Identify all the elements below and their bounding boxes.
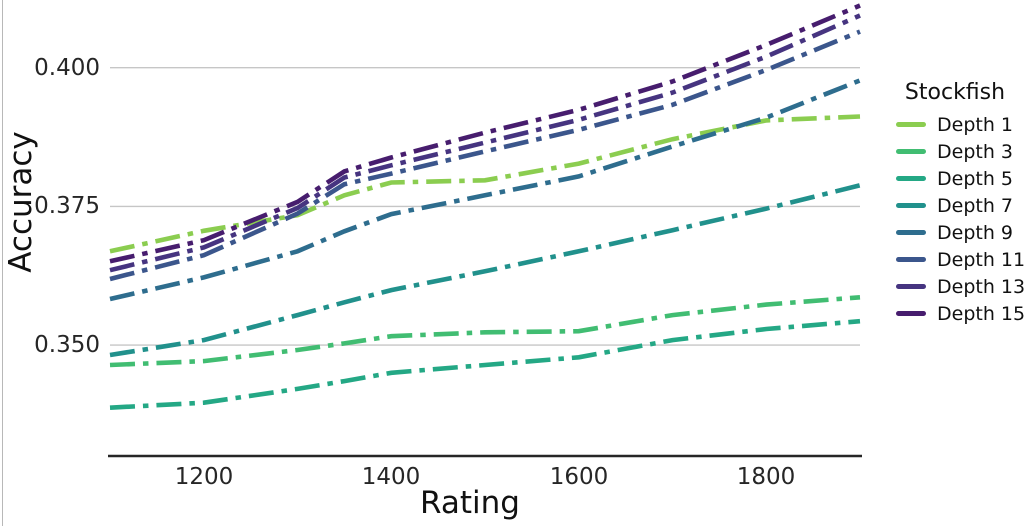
legend-swatch bbox=[896, 122, 926, 127]
legend-item-depth-3: Depth 3 bbox=[886, 138, 1024, 165]
legend-item-depth-11: Depth 11 bbox=[886, 246, 1024, 273]
y-tick-label: 0.350 bbox=[34, 332, 100, 358]
legend-label: Depth 3 bbox=[937, 140, 1013, 163]
legend-label: Depth 7 bbox=[937, 194, 1013, 217]
legend-label: Depth 5 bbox=[937, 167, 1013, 190]
x-tick-label: 1600 bbox=[549, 464, 609, 490]
legend-label: Depth 15 bbox=[937, 302, 1024, 325]
series-line-depth-5 bbox=[109, 318, 861, 410]
series-line-depth-15 bbox=[109, 3, 861, 264]
legend-swatch bbox=[896, 149, 926, 154]
y-tick-label: 0.400 bbox=[34, 55, 100, 81]
legend-label: Depth 1 bbox=[937, 113, 1013, 136]
series-line-depth-13 bbox=[109, 13, 861, 273]
series-line-depth-9 bbox=[109, 78, 861, 302]
legend-items: Depth 1 Depth 3 Depth 5 Depth 7 Depth 9 Depth… bbox=[886, 111, 1024, 327]
legend-item-depth-5: Depth 5 bbox=[886, 165, 1024, 192]
legend-title: Stockfish bbox=[904, 80, 1006, 105]
x-axis-label: Rating bbox=[420, 485, 520, 521]
legend-item-depth-9: Depth 9 bbox=[886, 219, 1024, 246]
legend: Stockfish Depth 1 Depth 3 Depth 5 Depth 7 De… bbox=[886, 80, 1024, 327]
left-edge-line bbox=[2, 0, 3, 526]
series-line-depth-11 bbox=[109, 29, 861, 282]
series-lines bbox=[109, 3, 861, 410]
y-tick-label: 0.375 bbox=[34, 193, 100, 219]
legend-swatch bbox=[896, 176, 926, 181]
legend-item-depth-7: Depth 7 bbox=[886, 192, 1024, 219]
legend-swatch bbox=[896, 311, 926, 316]
gridlines bbox=[110, 66, 860, 346]
series-line-depth-7 bbox=[109, 183, 861, 358]
legend-label: Depth 9 bbox=[937, 221, 1013, 244]
legend-swatch bbox=[896, 203, 926, 208]
x-tick-label: 1200 bbox=[174, 464, 234, 490]
legend-label: Depth 11 bbox=[937, 248, 1024, 271]
legend-item-depth-15: Depth 15 bbox=[886, 300, 1024, 327]
x-tick-label: 1400 bbox=[361, 464, 421, 490]
legend-label: Depth 13 bbox=[937, 275, 1024, 298]
legend-swatch bbox=[896, 230, 926, 235]
series-line-depth-3 bbox=[109, 295, 861, 368]
legend-swatch bbox=[896, 257, 926, 262]
legend-swatch bbox=[896, 284, 926, 289]
legend-item-depth-13: Depth 13 bbox=[886, 273, 1024, 300]
legend-item-depth-1: Depth 1 bbox=[886, 111, 1024, 138]
x-tick-label: 1800 bbox=[736, 464, 796, 490]
